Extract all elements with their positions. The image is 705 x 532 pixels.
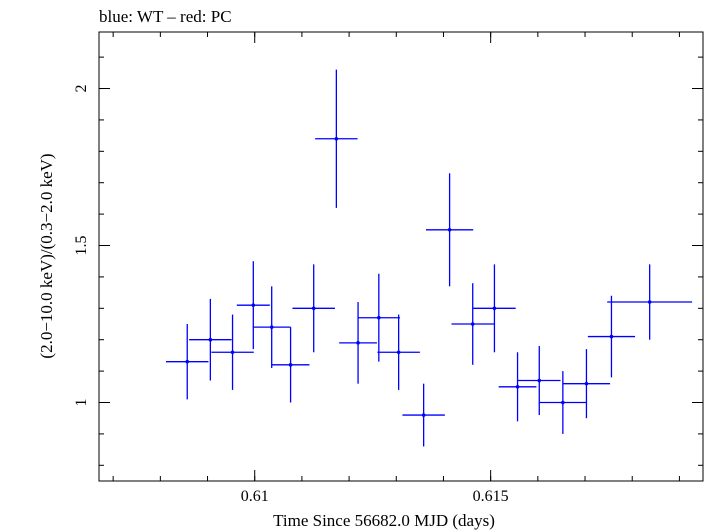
point-marker: [647, 300, 652, 304]
point-marker: [288, 363, 293, 367]
data-point: [518, 345, 561, 416]
data-point: [377, 314, 420, 390]
data-point: [357, 273, 401, 362]
data-point: [315, 69, 358, 208]
data-point: [539, 371, 587, 434]
x-tick-label: 0.615: [473, 488, 509, 505]
data-point: [607, 264, 693, 340]
point-marker: [561, 400, 565, 405]
data-point: [189, 298, 232, 381]
point-marker: [584, 381, 589, 386]
point-marker: [269, 325, 274, 329]
point-marker: [185, 359, 190, 364]
point-marker: [377, 315, 381, 320]
data-point: [339, 302, 377, 384]
data-point: [426, 173, 474, 287]
point-marker: [251, 303, 256, 307]
data-point: [236, 261, 270, 350]
axis-ticks: 0.61 0.615 1 1.5 2: [73, 32, 703, 505]
data-point: [166, 324, 209, 400]
point-marker: [230, 350, 235, 355]
point-marker: [208, 337, 213, 342]
y-tick-label: 1: [73, 399, 90, 407]
plot-frame: [98, 31, 704, 482]
point-marker: [492, 306, 497, 311]
point-marker: [334, 136, 339, 141]
point-marker: [609, 334, 614, 339]
y-axis-label: (2.0−10.0 keV)/(0.3−2.0 keV): [37, 153, 56, 358]
x-tick-label: 0.61: [241, 488, 269, 505]
point-marker: [396, 350, 401, 355]
data-points: [166, 69, 693, 447]
y-tick-label: 2: [73, 85, 90, 93]
data-point: [451, 283, 494, 365]
data-point: [252, 286, 291, 368]
point-marker: [447, 228, 452, 232]
y-tick-label: 1.5: [73, 236, 90, 256]
data-point: [473, 264, 516, 353]
point-marker: [311, 306, 316, 311]
chart-title: blue: WT – red: PC: [99, 7, 232, 26]
point-marker: [421, 413, 426, 417]
data-point: [292, 264, 335, 353]
data-point: [402, 383, 445, 447]
point-marker: [356, 341, 360, 345]
point-marker: [515, 385, 520, 389]
data-point: [562, 349, 611, 419]
point-marker: [537, 378, 542, 383]
point-marker: [470, 322, 475, 326]
data-point: [587, 295, 636, 378]
data-point: [498, 352, 537, 422]
data-point: [211, 314, 254, 390]
data-point: [271, 327, 310, 403]
x-axis-label: Time Since 56682.0 MJD (days): [273, 511, 495, 530]
